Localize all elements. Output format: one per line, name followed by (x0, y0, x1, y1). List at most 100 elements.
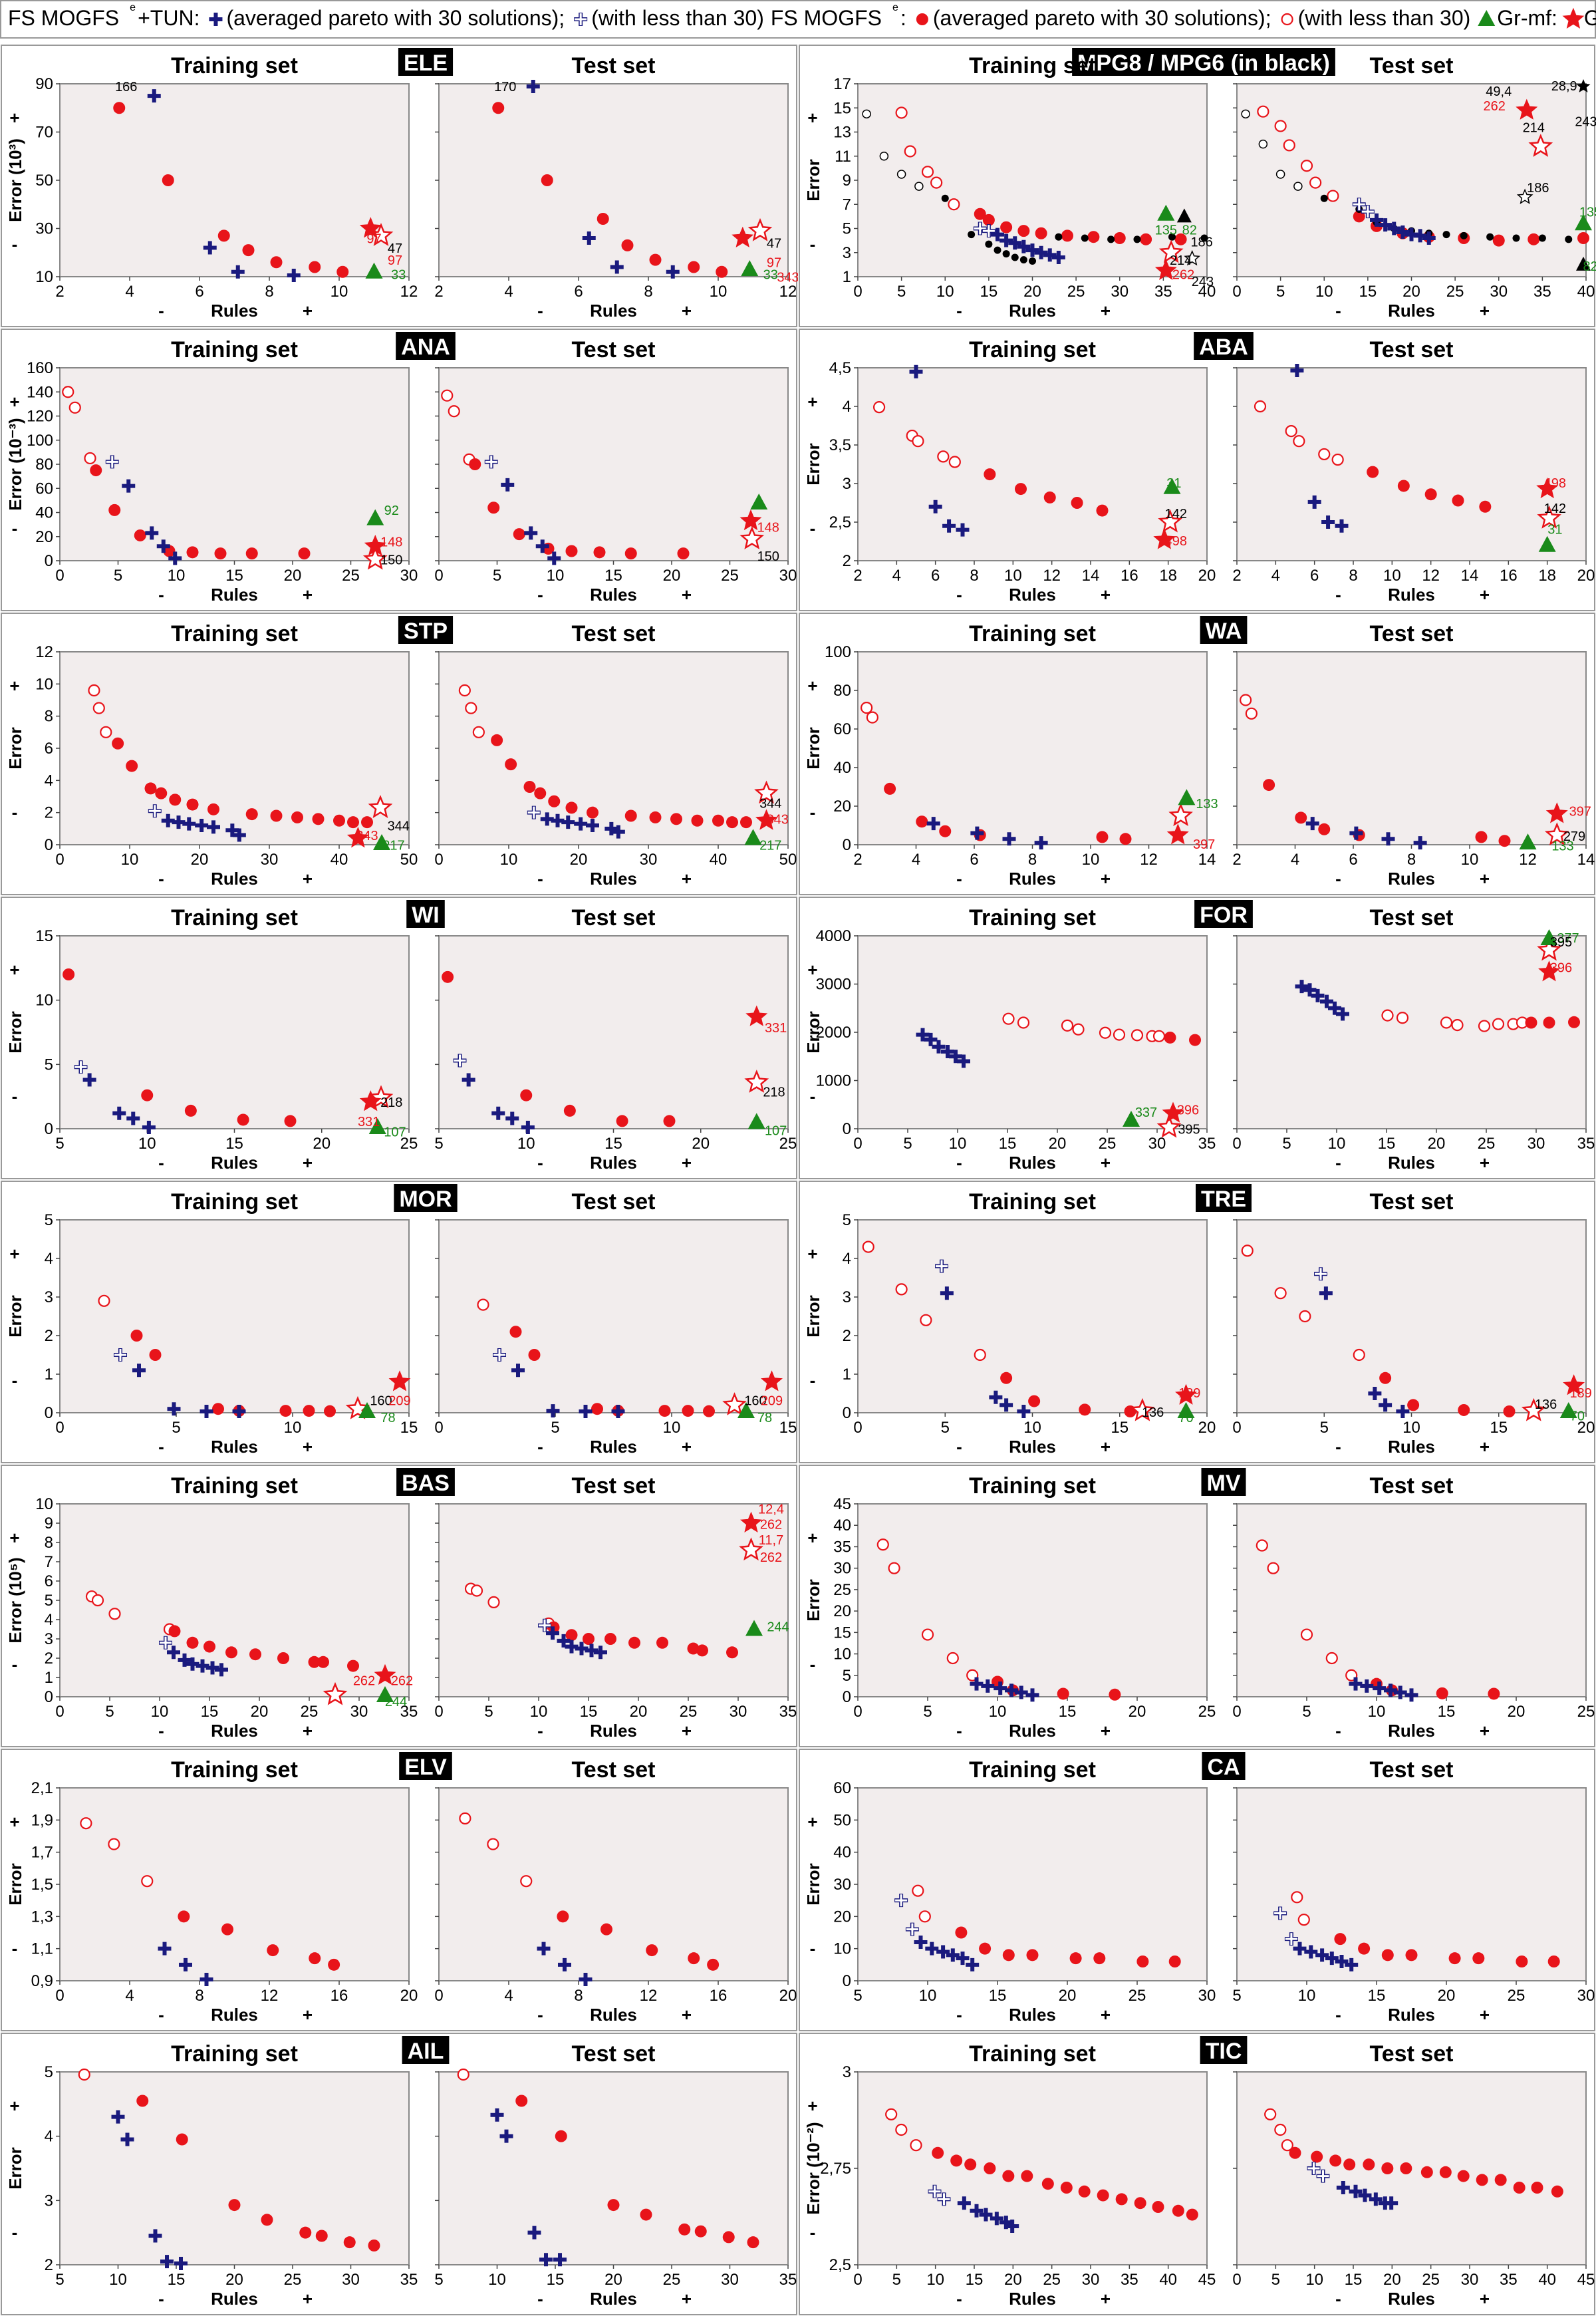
test-red-open-point (1318, 448, 1331, 461)
train-red-filled-point (1015, 483, 1027, 496)
test-subtitle: Test set (1370, 905, 1454, 931)
train-navy-filled-point (1008, 236, 1022, 250)
test-red-open-point (1309, 176, 1322, 189)
train-red-open-point (88, 684, 100, 697)
ylabel: Error (803, 1295, 823, 1338)
train-red-open-point (1099, 1026, 1112, 1039)
test-red-open-point (1240, 694, 1252, 706)
legend-marker-10 (1478, 10, 1496, 26)
test-star-open-point (1537, 937, 1561, 961)
train-red-filled-point (1136, 1956, 1149, 1967)
train-navy-filled-point (1043, 248, 1057, 262)
dataset-tag-label: ANA (401, 335, 450, 360)
test-navy-filled-point (582, 231, 596, 245)
train-star-filled-point (1175, 1383, 1197, 1405)
ylabel-minus: - (12, 2222, 18, 2242)
test-navy-filled-point (1358, 2188, 1372, 2202)
test-red-filled-point (1439, 2166, 1452, 2178)
train-red-filled-point (149, 1349, 162, 1361)
test-red-filled-point (1295, 811, 1307, 824)
train-xtick-label: 20 (284, 567, 302, 585)
test-xtick-label: 15 (604, 567, 622, 585)
test-red-filled-point (688, 261, 700, 273)
train-navy-filled-point (994, 1681, 1007, 1695)
train-data-label: 189 (1178, 1386, 1200, 1401)
test-red-filled-point (1528, 233, 1540, 245)
train-black-filled-point (985, 240, 993, 248)
test-xlabel: Rules (1388, 2005, 1435, 2025)
train-ytick-label: 3 (45, 2192, 53, 2210)
test-navy-filled-point (526, 80, 540, 93)
legend-text-7: : (900, 6, 906, 30)
ylabel: Error (803, 1863, 823, 1906)
test-navy-open-point-core (485, 456, 497, 468)
train-ytick-label: 1,1 (31, 1940, 53, 1958)
test-data-label: 262 (1484, 99, 1506, 114)
test-xlabel-plus: + (682, 1437, 692, 1457)
ylabel-plus: + (807, 960, 817, 980)
test-red-filled-point (712, 814, 724, 827)
train-red-open-point (920, 1314, 932, 1326)
train-red-filled-point (267, 1944, 279, 1957)
test-data-label: 344 (759, 796, 781, 811)
train-xtick-label: 15 (999, 1135, 1017, 1153)
train-red-filled-point (1189, 1034, 1201, 1046)
train-star-filled-point (1154, 259, 1177, 280)
train-red-filled-point (1097, 2189, 1109, 2202)
test-subtitle: Test set (1370, 337, 1454, 362)
test-subtitle: Test set (572, 1473, 656, 1499)
train-navy-filled-point (1034, 836, 1048, 850)
test-subtitle: Test set (1370, 2041, 1454, 2067)
train-xtick-label: 40 (331, 851, 348, 869)
train-plot-area (59, 1219, 410, 1413)
test-xtick-label: 20 (692, 1135, 710, 1153)
test-navy-filled-point (1290, 364, 1304, 377)
train-navy-filled-point (207, 820, 220, 834)
ylabel-plus: + (9, 1528, 19, 1548)
train-star-open-point (1168, 803, 1193, 827)
train-subtitle: Training set (171, 621, 298, 647)
test-subtitle: Test set (1370, 1757, 1454, 1783)
test-black-filled-point (1538, 234, 1546, 242)
train-ytick-label: 90 (35, 75, 53, 93)
test-xlabel-minus: - (1335, 1153, 1341, 1173)
ylabel-plus: + (9, 392, 19, 412)
test-red-filled-point (649, 253, 662, 266)
train-red-filled-point (1021, 2170, 1033, 2182)
test-xtick-label: 25 (1508, 1987, 1526, 2005)
dataset-tag: WA (1200, 616, 1248, 644)
train-data-label: 337 (1135, 1105, 1157, 1120)
train-xlabel-plus: + (1101, 869, 1111, 889)
test-triangle-point (1538, 535, 1556, 552)
test-navy-filled-point (666, 265, 680, 279)
test-red-filled-point (604, 1633, 616, 1645)
test-xtick-label: 10 (1383, 567, 1401, 585)
train-ytick-label: 30 (833, 1560, 851, 1578)
train-data-label: 214 (1170, 253, 1192, 268)
test-xtick-label: 15 (1438, 1703, 1456, 1721)
test-xlabel-plus: + (1480, 869, 1490, 889)
test-red-filled-point (616, 1115, 628, 1127)
test-red-filled-point (688, 1952, 700, 1965)
test-red-filled-point (600, 1923, 612, 1936)
test-navy-filled-point (491, 1106, 505, 1120)
train-ytick-label: 0 (45, 1404, 53, 1422)
train-ytick-label: 2,5 (829, 2256, 851, 2274)
test-plot-area (438, 2071, 789, 2265)
test-xtick-label: 10 (1368, 1703, 1386, 1721)
test-xtick-label: 10 (1461, 851, 1479, 869)
test-xtick-label: 15 (779, 1419, 797, 1437)
test-navy-filled-point (604, 821, 618, 835)
test-xtick-label: 8 (574, 1987, 583, 2005)
train-navy-filled-point (941, 1045, 954, 1058)
test-data-label: 343 (777, 270, 798, 285)
test-subtitle: Test set (572, 2041, 656, 2067)
dataset-tag: ABA (1194, 332, 1254, 360)
train-ytick-label: 20 (833, 797, 851, 815)
train-red-filled-point (217, 229, 230, 242)
test-red-filled-point (515, 2095, 528, 2107)
ylabel-plus: + (807, 1528, 817, 1548)
train-xlabel-minus: - (158, 1721, 164, 1741)
test-navy-filled-point (1360, 1679, 1374, 1693)
test-red-open-point (441, 389, 454, 402)
